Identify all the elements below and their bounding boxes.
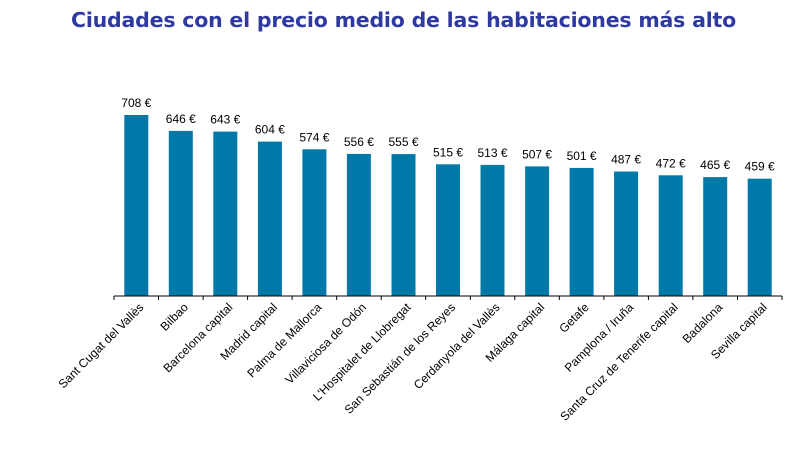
bar-10 (569, 167, 594, 296)
tick-label-10: Getafe (556, 300, 592, 336)
data-label-11: 487 € (611, 153, 641, 167)
data-label-10: 501 € (567, 149, 597, 163)
data-label-0: 708 € (121, 96, 151, 110)
bar-1 (168, 130, 193, 296)
tick-label-13: Badalona (680, 300, 726, 346)
tick-label-1: Bilbao (157, 300, 191, 334)
data-label-4: 574 € (299, 130, 329, 144)
bar-3 (257, 141, 282, 296)
bar-5 (346, 153, 371, 296)
data-label-8: 513 € (477, 146, 507, 160)
bar-9 (525, 166, 550, 296)
data-label-12: 472 € (656, 156, 686, 170)
bar-11 (614, 171, 639, 296)
data-label-14: 459 € (745, 160, 775, 174)
bar-2 (213, 131, 238, 296)
data-label-5: 556 € (344, 135, 374, 149)
tick-label-4: Palma de Mallorca (244, 300, 324, 380)
bar-4 (302, 149, 327, 296)
data-label-6: 555 € (388, 135, 418, 149)
data-label-9: 507 € (522, 147, 552, 161)
data-label-7: 515 € (433, 145, 463, 159)
bar-0 (124, 115, 149, 296)
data-label-3: 604 € (255, 123, 285, 137)
data-label-2: 643 € (210, 113, 240, 127)
tick-label-0: Sant Cugat del Vallès (56, 300, 147, 391)
data-label-1: 646 € (166, 112, 196, 126)
tick-label-5: Villaviciosa de Odón (282, 300, 369, 387)
bar-12 (658, 175, 683, 296)
bar-6 (391, 154, 416, 296)
bar-14 (747, 178, 772, 296)
bar-8 (480, 164, 505, 296)
bar-13 (703, 177, 728, 296)
chart-title: Ciudades con el precio medio de las habi… (70, 8, 737, 32)
data-label-13: 465 € (700, 158, 730, 172)
tick-label-8: Cerdanyola del Vallès (411, 300, 503, 392)
bar-7 (436, 164, 460, 296)
